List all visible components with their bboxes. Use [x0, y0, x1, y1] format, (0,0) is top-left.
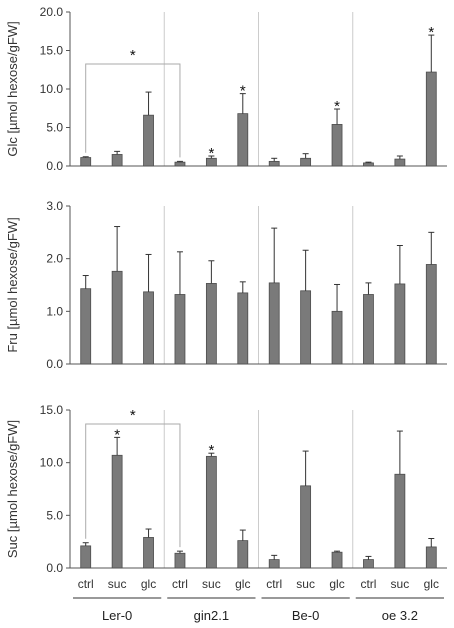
- significance-star: *: [208, 442, 214, 459]
- y-tick-label: 20.0: [40, 5, 64, 19]
- panel-2: 0.0 1.0 2.0 3.0 Fru [µmol hexose/gFW]: [5, 199, 447, 371]
- y-axis-label: Suc [µmol hexose/gFW]: [5, 420, 20, 558]
- bar: [237, 113, 249, 167]
- bar: [363, 559, 374, 569]
- bar: [331, 310, 343, 365]
- bar: [80, 545, 92, 569]
- y-tick-label: 10.0: [40, 456, 64, 470]
- y-tick-label: 0.0: [46, 159, 63, 173]
- category-label: suc: [202, 577, 221, 591]
- bar: [363, 162, 374, 167]
- bar: [363, 294, 374, 365]
- category-label: glc: [424, 577, 439, 591]
- group-label: Ler-0: [102, 608, 132, 623]
- bar: [174, 552, 186, 569]
- significance-star: *: [240, 83, 246, 100]
- bar: [394, 158, 406, 167]
- category-label: glc: [235, 577, 250, 591]
- bar: [174, 161, 186, 167]
- category-label: glc: [141, 577, 156, 591]
- bar: [300, 485, 312, 569]
- bar: [268, 282, 280, 365]
- y-tick-label: 10.0: [40, 82, 64, 96]
- category-label: glc: [329, 577, 344, 591]
- y-tick-label: 15.0: [40, 44, 64, 58]
- bar: [300, 290, 312, 365]
- bar: [111, 270, 123, 365]
- category-label: suc: [391, 577, 410, 591]
- bar: [111, 454, 123, 569]
- bracket-star: *: [130, 407, 136, 424]
- category-label: ctrl: [266, 577, 282, 591]
- group-label: gin2.1: [194, 608, 229, 623]
- bar: [237, 540, 249, 569]
- category-label: ctrl: [172, 577, 188, 591]
- panel-1: 0.0 5.0 10.0 15.0 20.0 Glc [µmol hexose/gFW] *…: [5, 5, 447, 173]
- significance-star: *: [208, 145, 214, 162]
- category-label: ctrl: [360, 577, 376, 591]
- bar: [394, 283, 406, 365]
- bar: [111, 154, 123, 167]
- y-axis-label: Glc [µmol hexose/gFW]: [5, 21, 20, 156]
- bar: [425, 546, 437, 569]
- y-tick-label: 5.0: [46, 121, 63, 135]
- significance-bracket: [85, 63, 181, 158]
- bar: [331, 551, 343, 569]
- y-tick-label: 1.0: [46, 304, 63, 318]
- bar: [205, 455, 217, 569]
- bar: [143, 537, 154, 569]
- bar: [143, 114, 154, 167]
- group-label: oe 3.2: [382, 608, 418, 623]
- bar: [205, 283, 217, 365]
- bar: [300, 157, 312, 167]
- group-label: Be-0: [292, 608, 319, 623]
- bar: [425, 264, 437, 365]
- bar: [268, 160, 280, 167]
- bar: [331, 124, 343, 167]
- significance-bracket: [85, 423, 181, 548]
- y-tick-label: 15.0: [40, 403, 64, 417]
- significance-star: *: [334, 98, 340, 115]
- bracket-star: *: [130, 47, 136, 64]
- y-tick-label: 0.0: [46, 357, 63, 371]
- y-tick-label: 0.0: [46, 561, 63, 575]
- category-label: suc: [108, 577, 127, 591]
- significance-star: *: [114, 426, 120, 443]
- y-tick-label: 5.0: [46, 508, 63, 522]
- y-tick-label: 3.0: [46, 199, 63, 213]
- significance-star: *: [428, 24, 434, 41]
- panel-3: 0.0 5.0 10.0 15.0 Suc [µmol hexose/gFW] * * *: [5, 403, 447, 575]
- category-label: ctrl: [78, 577, 94, 591]
- bar: [143, 291, 154, 365]
- bar: [425, 71, 437, 167]
- bar: [80, 288, 92, 365]
- y-axis-label: Fru [µmol hexose/gFW]: [5, 217, 20, 352]
- bar: [268, 559, 280, 569]
- bar: [237, 292, 249, 365]
- bar: [394, 473, 406, 569]
- category-label: suc: [296, 577, 315, 591]
- y-tick-label: 2.0: [46, 252, 63, 266]
- bar: [80, 157, 92, 167]
- bar: [174, 294, 186, 365]
